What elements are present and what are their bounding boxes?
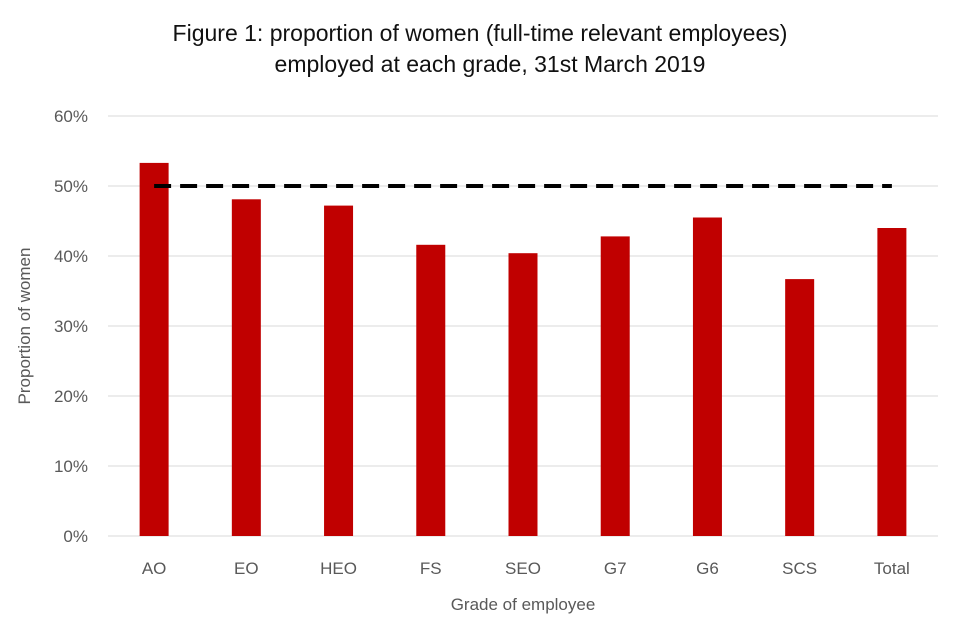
chart-title-line-2: employed at each grade, 31st March 2019	[274, 51, 706, 77]
bar-eo	[231, 199, 261, 537]
y-axis-tick-labels: 0% 10% 20% 30% 40% 50% 60%	[54, 107, 88, 546]
x-tick-label-g6: G6	[696, 559, 719, 578]
x-tick-label-heo: HEO	[320, 559, 357, 578]
bar-total	[877, 228, 907, 536]
x-axis-title: Grade of employee	[451, 595, 596, 614]
chart-title: Figure 1: proportion of women (full-time…	[0, 18, 960, 80]
y-axis-title: Proportion of women	[15, 248, 34, 405]
x-tick-label-seo: SEO	[505, 559, 541, 578]
x-tick-label-scs: SCS	[782, 559, 817, 578]
y-tick-label: 0%	[63, 527, 88, 546]
bar-g7	[600, 236, 630, 536]
bar-scs	[785, 279, 815, 536]
chart-title-line-1: Figure 1: proportion of women (full-time…	[172, 20, 788, 46]
x-axis-tick-labels: AO EO HEO FS SEO G7 G6 SCS Total	[142, 559, 910, 578]
x-tick-label-eo: EO	[234, 559, 259, 578]
bar-g6	[692, 217, 722, 536]
y-tick-label: 30%	[54, 317, 88, 336]
bar-fs	[416, 244, 446, 537]
x-tick-label-g7: G7	[604, 559, 627, 578]
y-tick-label: 60%	[54, 107, 88, 126]
x-tick-label-total: Total	[874, 559, 910, 578]
y-tick-label: 50%	[54, 177, 88, 196]
bar-seo	[508, 253, 538, 536]
x-tick-label-ao: AO	[142, 559, 167, 578]
bar-ao	[139, 162, 169, 536]
bar-heo	[324, 205, 354, 536]
x-tick-label-fs: FS	[420, 559, 442, 578]
bars	[139, 162, 907, 537]
y-tick-label: 40%	[54, 247, 88, 266]
y-tick-label: 10%	[54, 457, 88, 476]
y-tick-label: 20%	[54, 387, 88, 406]
